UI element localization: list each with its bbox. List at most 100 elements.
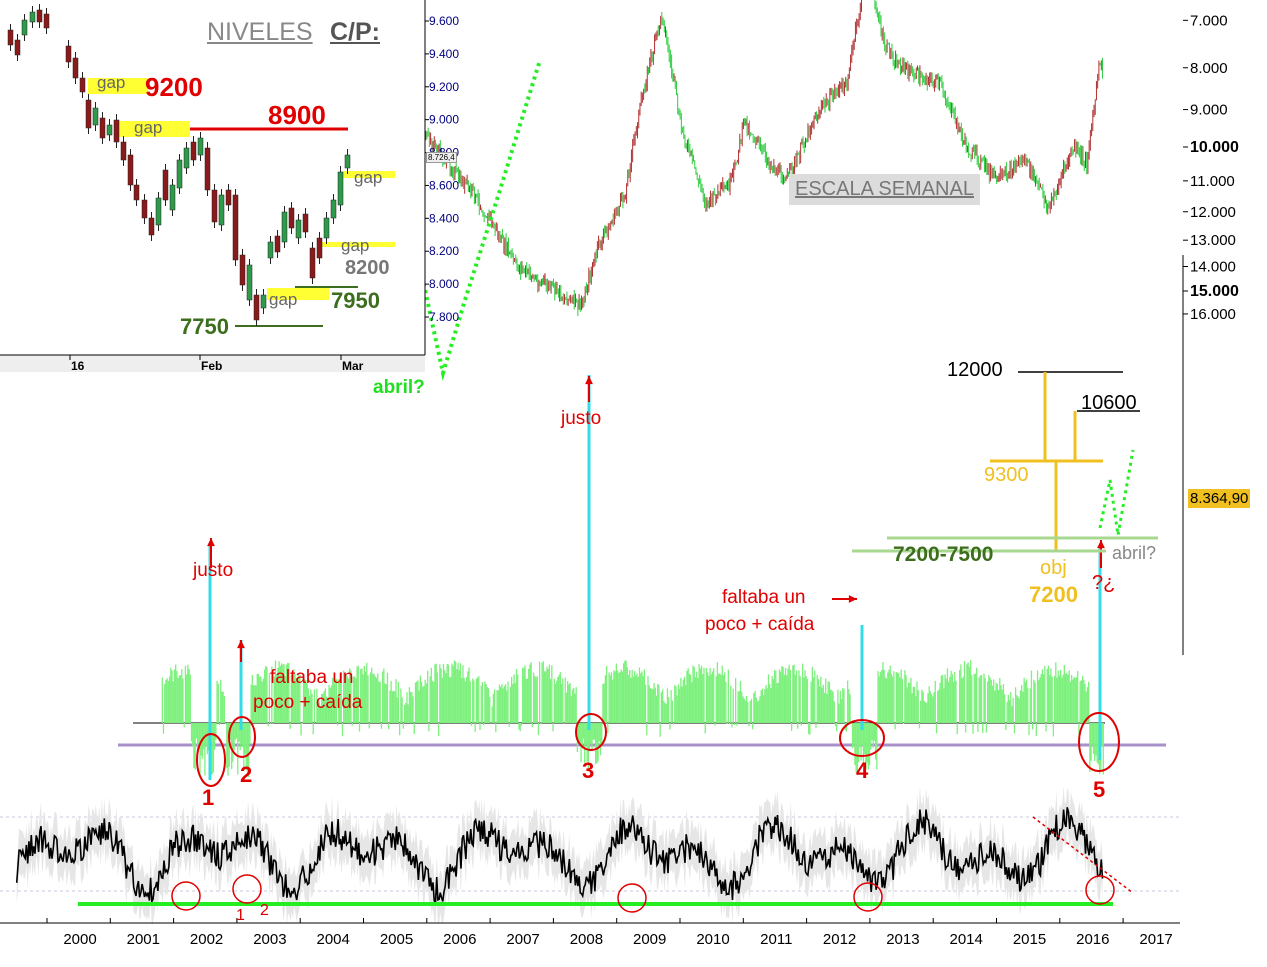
x-tick-label: 2000 <box>63 931 96 948</box>
inset-y-tick-label: 7.800 <box>429 310 459 324</box>
inset-candle <box>218 194 225 226</box>
inset-y-tick-label: 9.400 <box>429 47 459 61</box>
inset-candle <box>7 29 14 46</box>
arrow-justo-3-head <box>585 376 593 385</box>
inset-candle <box>162 169 169 201</box>
arrow-faltaba-4-head <box>848 595 857 603</box>
inset-y-tick-label: 8.800 <box>429 146 459 160</box>
inset-candle <box>65 45 72 63</box>
inset-gap-band <box>318 242 395 247</box>
inset-y-tick-label: 8.400 <box>429 211 459 225</box>
inset-candle <box>260 294 267 309</box>
inset-gap-band <box>343 171 395 178</box>
inset-candle <box>309 247 316 279</box>
inset-candle <box>72 57 79 79</box>
osc-line <box>15 807 1104 907</box>
inset-candle <box>295 219 302 239</box>
inset-candle <box>323 217 330 239</box>
inset-candle <box>148 217 155 236</box>
osc-circle <box>1085 875 1115 905</box>
inset-candle <box>239 254 246 286</box>
inset-x-axis-bar <box>0 355 425 372</box>
arrow-5-head <box>1097 540 1105 549</box>
inset-candle <box>14 39 21 56</box>
inset-y-tick-label: 9.600 <box>429 14 459 28</box>
red-ellipse <box>228 716 256 758</box>
y-tick-label: 14.000 <box>1190 258 1236 275</box>
inset-candle <box>133 184 140 201</box>
inset-candle <box>79 77 86 93</box>
x-tick-label: 2010 <box>696 931 729 948</box>
y-tick-label: 8.000 <box>1190 60 1228 77</box>
y-tick-label: 12.000 <box>1190 204 1236 221</box>
osc-circle <box>171 881 201 911</box>
arrow-faltaba-2-head <box>237 640 245 649</box>
red-ellipse <box>839 719 885 757</box>
annotation-shapes <box>196 59 1158 787</box>
x-tick-label: 2015 <box>1013 931 1046 948</box>
x-tick-label: 2009 <box>633 931 666 948</box>
x-tick-label: 2001 <box>127 931 160 948</box>
volume-histogram <box>118 660 1166 778</box>
y-tick-label: 11.000 <box>1190 173 1235 190</box>
inset-candle <box>225 189 232 206</box>
inset-y-tick-label: 9.200 <box>429 80 459 94</box>
y-tick-label: 15.000 <box>1190 283 1239 300</box>
inset-candle <box>281 211 288 243</box>
inset-candle <box>43 13 50 29</box>
inset-candle <box>204 147 211 191</box>
inset-candle <box>330 199 337 219</box>
x-tick-label: 2017 <box>1139 931 1172 948</box>
inset-candle <box>253 294 260 321</box>
x-tick-label: 2016 <box>1076 931 1109 948</box>
red-ellipse <box>1078 712 1120 772</box>
inset-candle <box>197 137 204 156</box>
inset-candle <box>169 184 176 211</box>
inset-candle <box>21 19 28 36</box>
oscillator-series <box>0 786 1180 927</box>
inset-x-tick-label: Mar <box>342 359 364 373</box>
inset-candle <box>274 235 281 253</box>
inset-candle <box>316 237 323 259</box>
inset-candle <box>92 107 99 126</box>
inset-x-tick-label: Feb <box>201 359 222 373</box>
inset-candle <box>85 99 92 129</box>
x-tick-label: 2004 <box>317 931 350 948</box>
inset-candle <box>99 117 106 139</box>
inset-candle <box>190 141 197 161</box>
inset-y-tick-label: 9.000 <box>429 113 459 127</box>
inset-candle <box>246 264 253 301</box>
osc-downtrend-line <box>1032 816 1134 894</box>
inset-candle <box>176 159 183 189</box>
x-tick-label: 2008 <box>570 931 603 948</box>
inset-candle <box>302 213 309 233</box>
red-ellipse <box>575 713 607 751</box>
inset-gap-band <box>88 78 148 94</box>
inset-candle <box>120 141 127 161</box>
x-tick-label: 2002 <box>190 931 223 948</box>
green-dotted-projection-right <box>1098 449 1135 536</box>
inset-candle <box>337 171 344 206</box>
inset-x-tick-label: 16 <box>71 359 85 373</box>
inset-y-tick-label: 8.200 <box>429 244 459 258</box>
inset-candle <box>29 11 36 23</box>
inset-candle <box>106 124 113 136</box>
inset-candle <box>155 197 162 226</box>
inset-candle <box>267 241 274 259</box>
inset-candle <box>344 154 351 169</box>
inset-candle <box>127 154 134 186</box>
inset-gap-band <box>118 121 190 137</box>
inset-candle <box>183 147 190 169</box>
x-tick-label: 2013 <box>886 931 919 948</box>
inset-gap-band <box>267 288 329 300</box>
inset-candle <box>141 199 148 219</box>
x-tick-label: 2006 <box>443 931 476 948</box>
x-tick-label: 2003 <box>253 931 286 948</box>
inset-chart: 9.600 9.400 9.200 9.000 8.800 8.600 8.400 8.200… <box>0 0 459 373</box>
inset-candle <box>211 189 218 223</box>
x-tick-label: 2014 <box>950 931 983 948</box>
y-tick-label: 9.000 <box>1190 102 1228 119</box>
x-tick-label: 2012 <box>823 931 856 948</box>
x-tick-label: 2011 <box>760 931 792 948</box>
